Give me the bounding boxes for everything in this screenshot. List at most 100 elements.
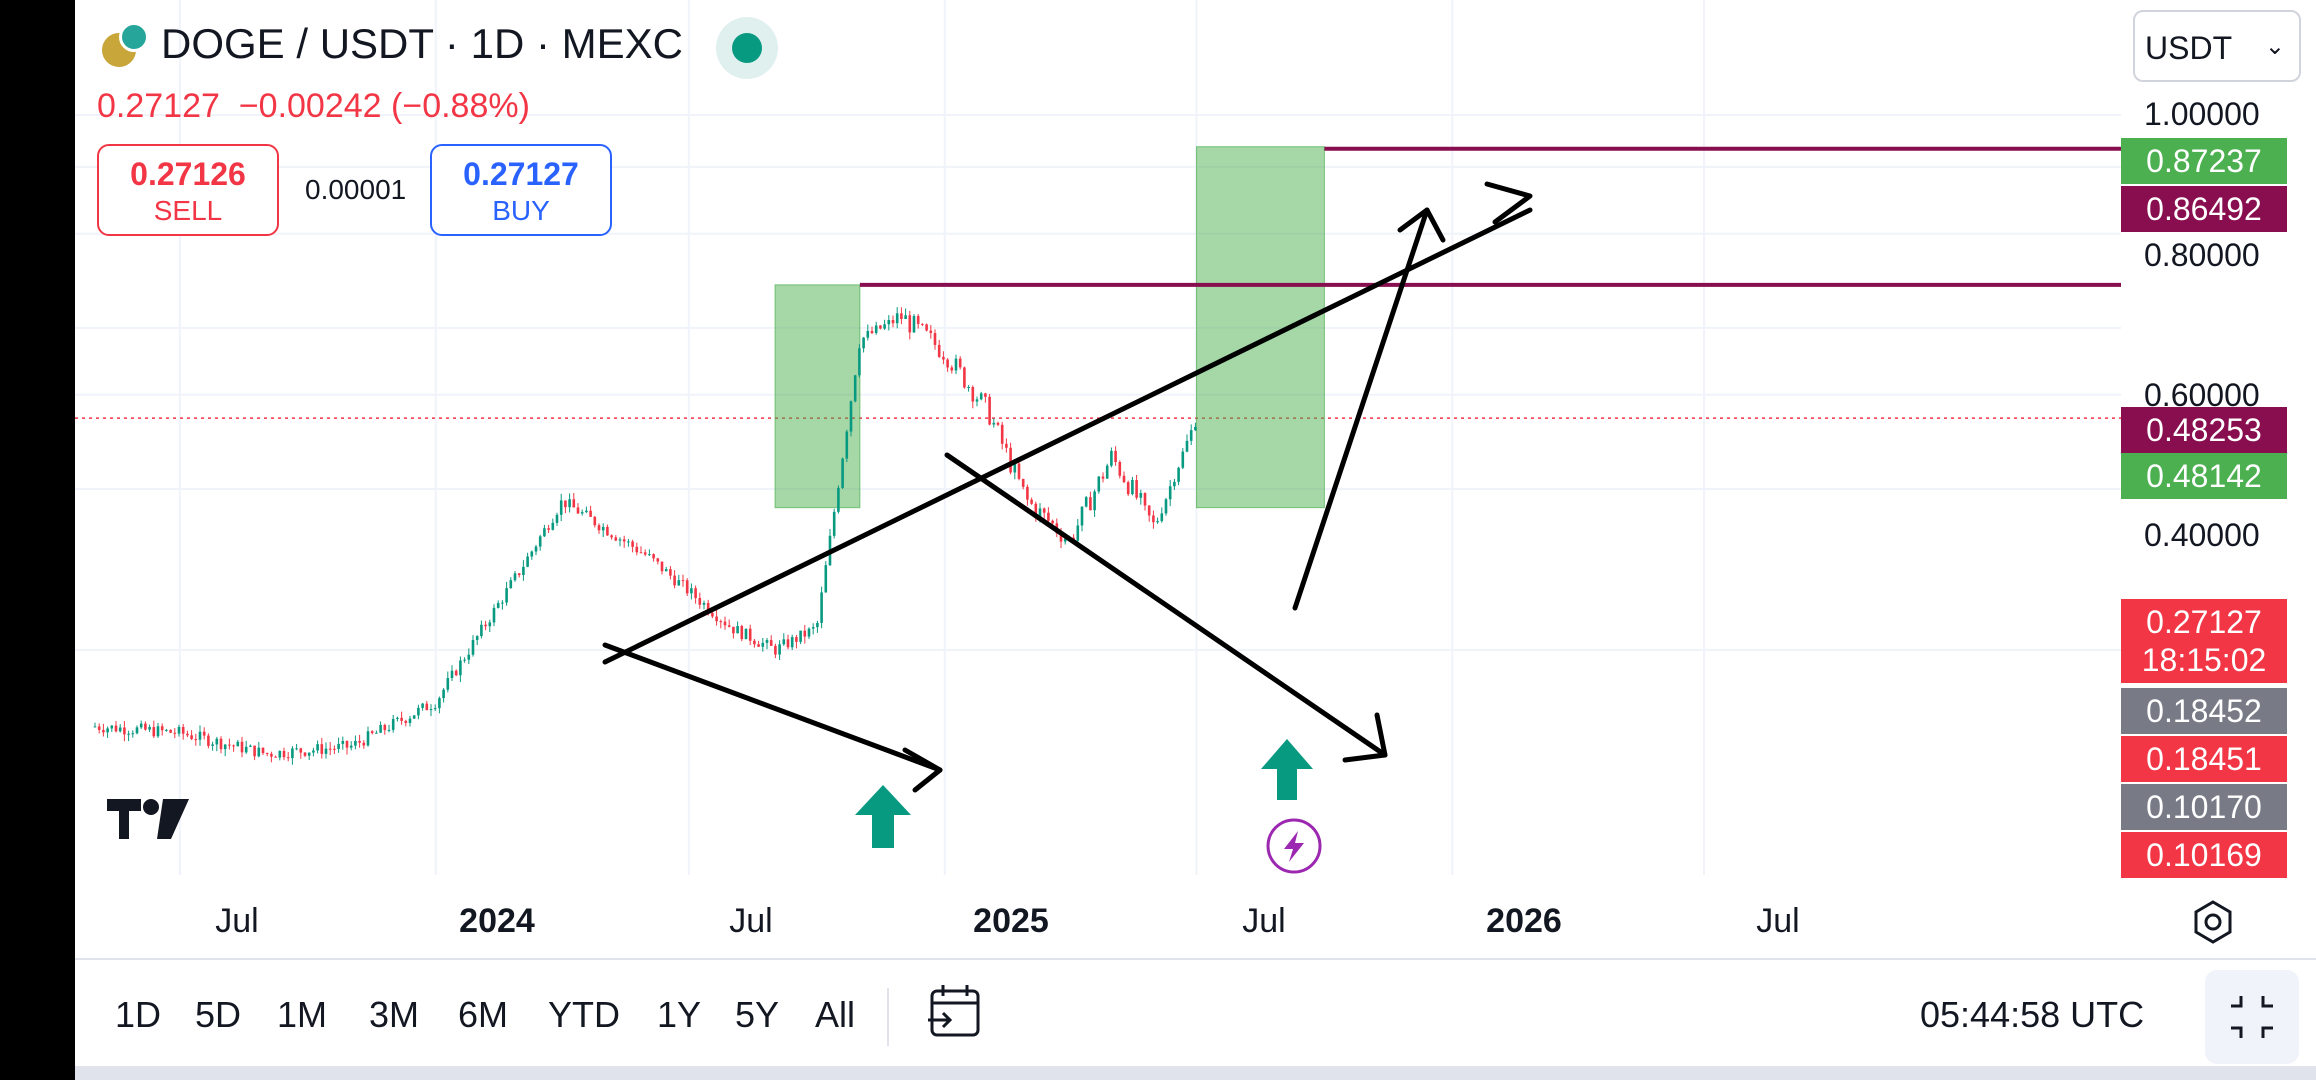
price-change-line: 0.27127 −0.00242 (−0.88%) (97, 87, 530, 126)
price-chart[interactable] (75, 0, 2316, 890)
market-status-icon[interactable] (716, 17, 778, 79)
range-button-6m[interactable]: 6M (458, 994, 509, 1035)
buy-button[interactable]: 0.27127 BUY (430, 144, 612, 236)
candle-body (811, 627, 815, 629)
candle-body (123, 727, 126, 735)
descending-trend-line (944, 452, 1388, 758)
candle-body (1139, 493, 1143, 498)
candle-body (442, 689, 445, 699)
candle-body (719, 621, 723, 623)
candle-body (921, 323, 924, 325)
candle-body (795, 637, 798, 642)
current-price-badge: 0.27127 18:15:02 (2121, 599, 2287, 683)
candle-body (501, 602, 504, 604)
candle-body (929, 330, 933, 334)
candle-body (996, 422, 1000, 425)
calendar-goto-icon[interactable] (926, 982, 984, 1040)
candle-body (396, 717, 399, 720)
range-button-all[interactable]: All (815, 994, 856, 1035)
candle-body (522, 566, 525, 576)
candle-body (362, 742, 366, 746)
symbol-title[interactable]: DOGE / USDT · 1D · MEXC (161, 20, 683, 67)
candle-body (1114, 450, 1117, 462)
candle-body (400, 717, 403, 721)
candle-body (1101, 476, 1105, 479)
chart-app: DOGE / USDT · 1D · MEXC 0.27127 −0.00242… (75, 0, 2316, 1080)
candle-body (765, 640, 769, 643)
candle-body (496, 603, 500, 608)
currency-select[interactable]: USDT ⌄ (2133, 10, 2301, 82)
sell-button[interactable]: 0.27126 SELL (97, 144, 279, 236)
candle-body (261, 747, 265, 754)
candle-body (320, 744, 324, 754)
chevron-down-icon: ⌄ (2264, 33, 2285, 60)
candle-body (937, 344, 941, 357)
range-button-1y[interactable]: 1Y (657, 994, 702, 1035)
current-price-value: 0.27127 (2146, 604, 2262, 640)
candle-body (1152, 515, 1155, 523)
candle-body (156, 726, 160, 737)
candle-body (555, 514, 559, 523)
candle-body (274, 756, 277, 758)
candle-body (753, 640, 756, 645)
currency-value: USDT (2145, 30, 2233, 66)
candle-body (110, 725, 114, 729)
utc-clock[interactable]: 05:44:58 UTC (1920, 994, 2145, 1035)
candle-body (832, 511, 836, 536)
candle-body (1185, 440, 1189, 452)
candle-body (505, 588, 508, 603)
candle-body (975, 399, 979, 402)
candle-body (572, 499, 576, 508)
last-price: 0.27127 (97, 87, 220, 125)
candle-body (312, 750, 315, 753)
gear-icon[interactable] (2190, 899, 2236, 945)
range-button-3m[interactable]: 3M (369, 994, 420, 1035)
candle-body (391, 719, 395, 730)
candle-body (727, 625, 731, 627)
candle-body (538, 536, 542, 547)
range-button-5d[interactable]: 5D (195, 994, 242, 1035)
horizontal-scrollbar[interactable] (75, 1066, 2316, 1080)
candle-body (480, 624, 483, 637)
candle-body (748, 628, 752, 641)
time-axis-label: 2024 (459, 902, 535, 940)
candle-body (97, 726, 101, 730)
candle-body (1000, 424, 1004, 444)
range-button-1d[interactable]: 1D (115, 994, 162, 1035)
candle-body (543, 528, 546, 537)
range-button-1m[interactable]: 1M (277, 994, 328, 1035)
range-button-ytd[interactable]: YTD (548, 994, 620, 1035)
candle-body (908, 315, 912, 333)
fullscreen-exit-button[interactable] (2205, 970, 2299, 1064)
candle-body (1093, 491, 1096, 511)
candle-body (1194, 426, 1197, 431)
candle-body (942, 356, 945, 360)
candle-body (375, 732, 378, 734)
candle-body (971, 387, 975, 402)
candle-body (488, 622, 492, 627)
candle-body (278, 750, 282, 758)
breakout-arrowhead (1397, 207, 1446, 243)
tradingview-logo-icon[interactable] (105, 795, 193, 843)
candle-body (1105, 465, 1109, 479)
candle-body (387, 729, 391, 731)
candle-body (1181, 451, 1185, 468)
candle-body (459, 660, 462, 676)
candle-body (181, 726, 185, 734)
candle-body (879, 325, 882, 329)
candle-body (1034, 503, 1038, 518)
candle-body (408, 718, 412, 723)
candle-body (114, 725, 118, 732)
candle-body (1017, 463, 1021, 479)
candle-body (677, 580, 681, 586)
candle-body (244, 746, 248, 753)
candle-body (160, 726, 164, 731)
candle-body (148, 727, 151, 730)
candle-body (429, 709, 433, 711)
candle-body (685, 580, 689, 594)
candle-body (862, 337, 865, 349)
candle-body (467, 654, 471, 660)
candle-body (803, 630, 807, 637)
range-button-5y[interactable]: 5Y (735, 994, 780, 1035)
candle-body (324, 748, 328, 754)
